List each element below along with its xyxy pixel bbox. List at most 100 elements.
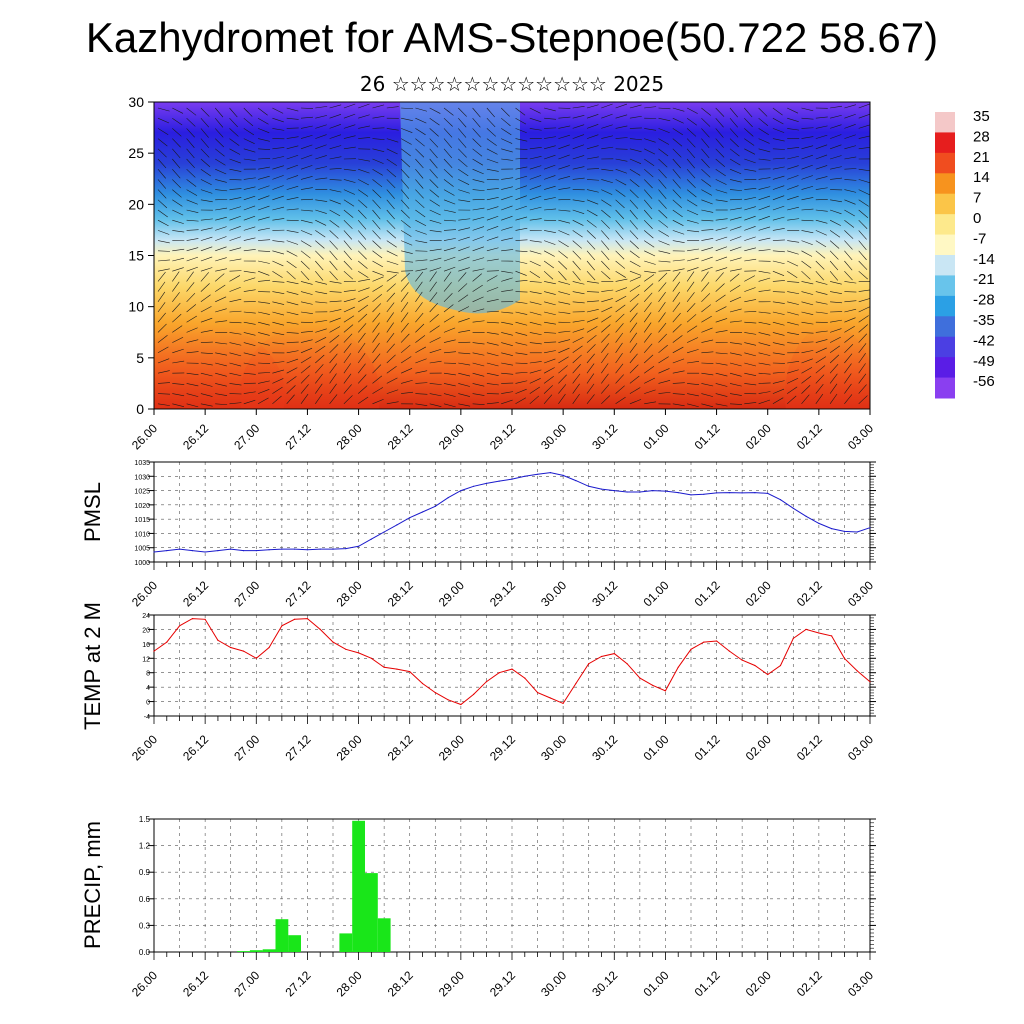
wind-barb xyxy=(472,118,481,128)
wind-barb xyxy=(715,138,724,148)
wind-barb xyxy=(601,306,613,313)
wind-barb xyxy=(429,199,440,207)
wind-barb xyxy=(458,267,470,272)
wind-barb xyxy=(844,199,856,205)
wind-barb xyxy=(586,199,599,205)
wind-barb xyxy=(343,260,353,270)
wind-barb xyxy=(215,393,228,396)
wind-barb xyxy=(329,168,342,170)
wind-barb xyxy=(443,271,452,282)
wind-barb xyxy=(229,128,239,137)
wind-barb xyxy=(672,312,681,323)
wind-barb xyxy=(629,387,641,394)
wind-barb xyxy=(472,257,485,262)
wind-barb xyxy=(300,347,313,354)
wind-barb xyxy=(386,401,399,405)
colorbar-label: 35 xyxy=(973,108,990,125)
wind-barb xyxy=(858,306,870,313)
y-tick-label: 5 xyxy=(136,350,144,366)
wind-barb xyxy=(701,199,713,205)
wind-barb xyxy=(401,250,413,255)
wind-barb xyxy=(272,175,284,180)
wind-barb xyxy=(315,354,325,364)
wind-barb xyxy=(443,107,454,116)
wind-barb xyxy=(486,287,499,292)
x-tick-label: 27.12 xyxy=(282,421,313,452)
wind-barb xyxy=(544,208,557,211)
wind-barb xyxy=(586,189,599,193)
wind-barb xyxy=(300,107,314,109)
wind-barb xyxy=(787,195,799,201)
wind-barb xyxy=(472,268,485,272)
wind-barb xyxy=(801,136,814,139)
wind-barb xyxy=(543,250,555,257)
wind-barb xyxy=(429,267,442,272)
wind-barb xyxy=(529,165,542,170)
wind-barb xyxy=(744,117,753,128)
x-tick-label: 30.00 xyxy=(538,578,569,609)
wind-barb xyxy=(429,219,442,224)
wind-barb xyxy=(243,226,256,231)
wind-barb xyxy=(443,138,452,148)
wind-barb xyxy=(300,165,313,170)
wind-barb xyxy=(200,236,213,241)
wind-barb xyxy=(458,246,470,252)
wind-barb xyxy=(629,189,639,199)
wind-barb xyxy=(200,362,213,366)
wind-barb xyxy=(315,124,327,129)
wind-barb xyxy=(515,250,528,252)
wind-barb xyxy=(744,247,756,252)
wind-barb xyxy=(772,311,785,315)
y-tick-label: 20 xyxy=(128,196,144,212)
wind-barb xyxy=(400,230,412,237)
wind-barb xyxy=(501,148,513,153)
wind-barb xyxy=(200,272,209,282)
wind-barb xyxy=(486,158,499,164)
wind-barb xyxy=(386,250,398,257)
wind-barb xyxy=(715,393,728,397)
wind-barb xyxy=(243,177,256,180)
wind-barb xyxy=(415,358,427,364)
wind-barb xyxy=(572,219,584,226)
wind-barb xyxy=(443,229,456,231)
wind-barb xyxy=(243,332,256,336)
wind-barb xyxy=(644,274,655,282)
wind-barb xyxy=(215,372,227,377)
wind-barb xyxy=(400,128,413,133)
pmsl-point xyxy=(306,549,308,551)
wind-barb xyxy=(558,209,571,212)
wind-barb xyxy=(200,329,213,333)
wind-barb xyxy=(229,286,241,292)
wind-barb xyxy=(801,175,813,180)
wind-barb xyxy=(172,292,180,302)
wind-barb xyxy=(300,384,309,394)
wind-barb xyxy=(458,393,471,397)
wind-barb xyxy=(758,352,771,356)
wind-barb xyxy=(672,107,685,112)
temp-point xyxy=(396,668,398,670)
temp-point xyxy=(754,664,756,667)
wind-barb xyxy=(629,209,638,220)
wind-barb xyxy=(830,301,843,304)
wind-barb xyxy=(744,299,757,303)
wind-barb xyxy=(429,325,440,333)
wind-barb xyxy=(372,387,383,394)
wind-barb xyxy=(515,260,528,264)
wind-barb xyxy=(586,104,599,109)
temp-point xyxy=(626,663,628,665)
wind-barb xyxy=(472,158,484,166)
wind-barb xyxy=(229,168,242,172)
wind-barb xyxy=(243,321,256,325)
wind-barb xyxy=(715,283,725,292)
wind-barb xyxy=(815,356,827,364)
colorbar-swatch xyxy=(935,275,955,297)
wind-barb xyxy=(744,158,756,164)
wind-barb xyxy=(529,128,542,131)
wind-barb xyxy=(157,271,166,282)
pmsl-point xyxy=(677,492,679,494)
wind-barb xyxy=(329,240,338,250)
wind-barb xyxy=(243,270,256,274)
wind-barb xyxy=(343,395,353,405)
wind-barb xyxy=(544,291,556,295)
wind-barb xyxy=(830,199,842,203)
